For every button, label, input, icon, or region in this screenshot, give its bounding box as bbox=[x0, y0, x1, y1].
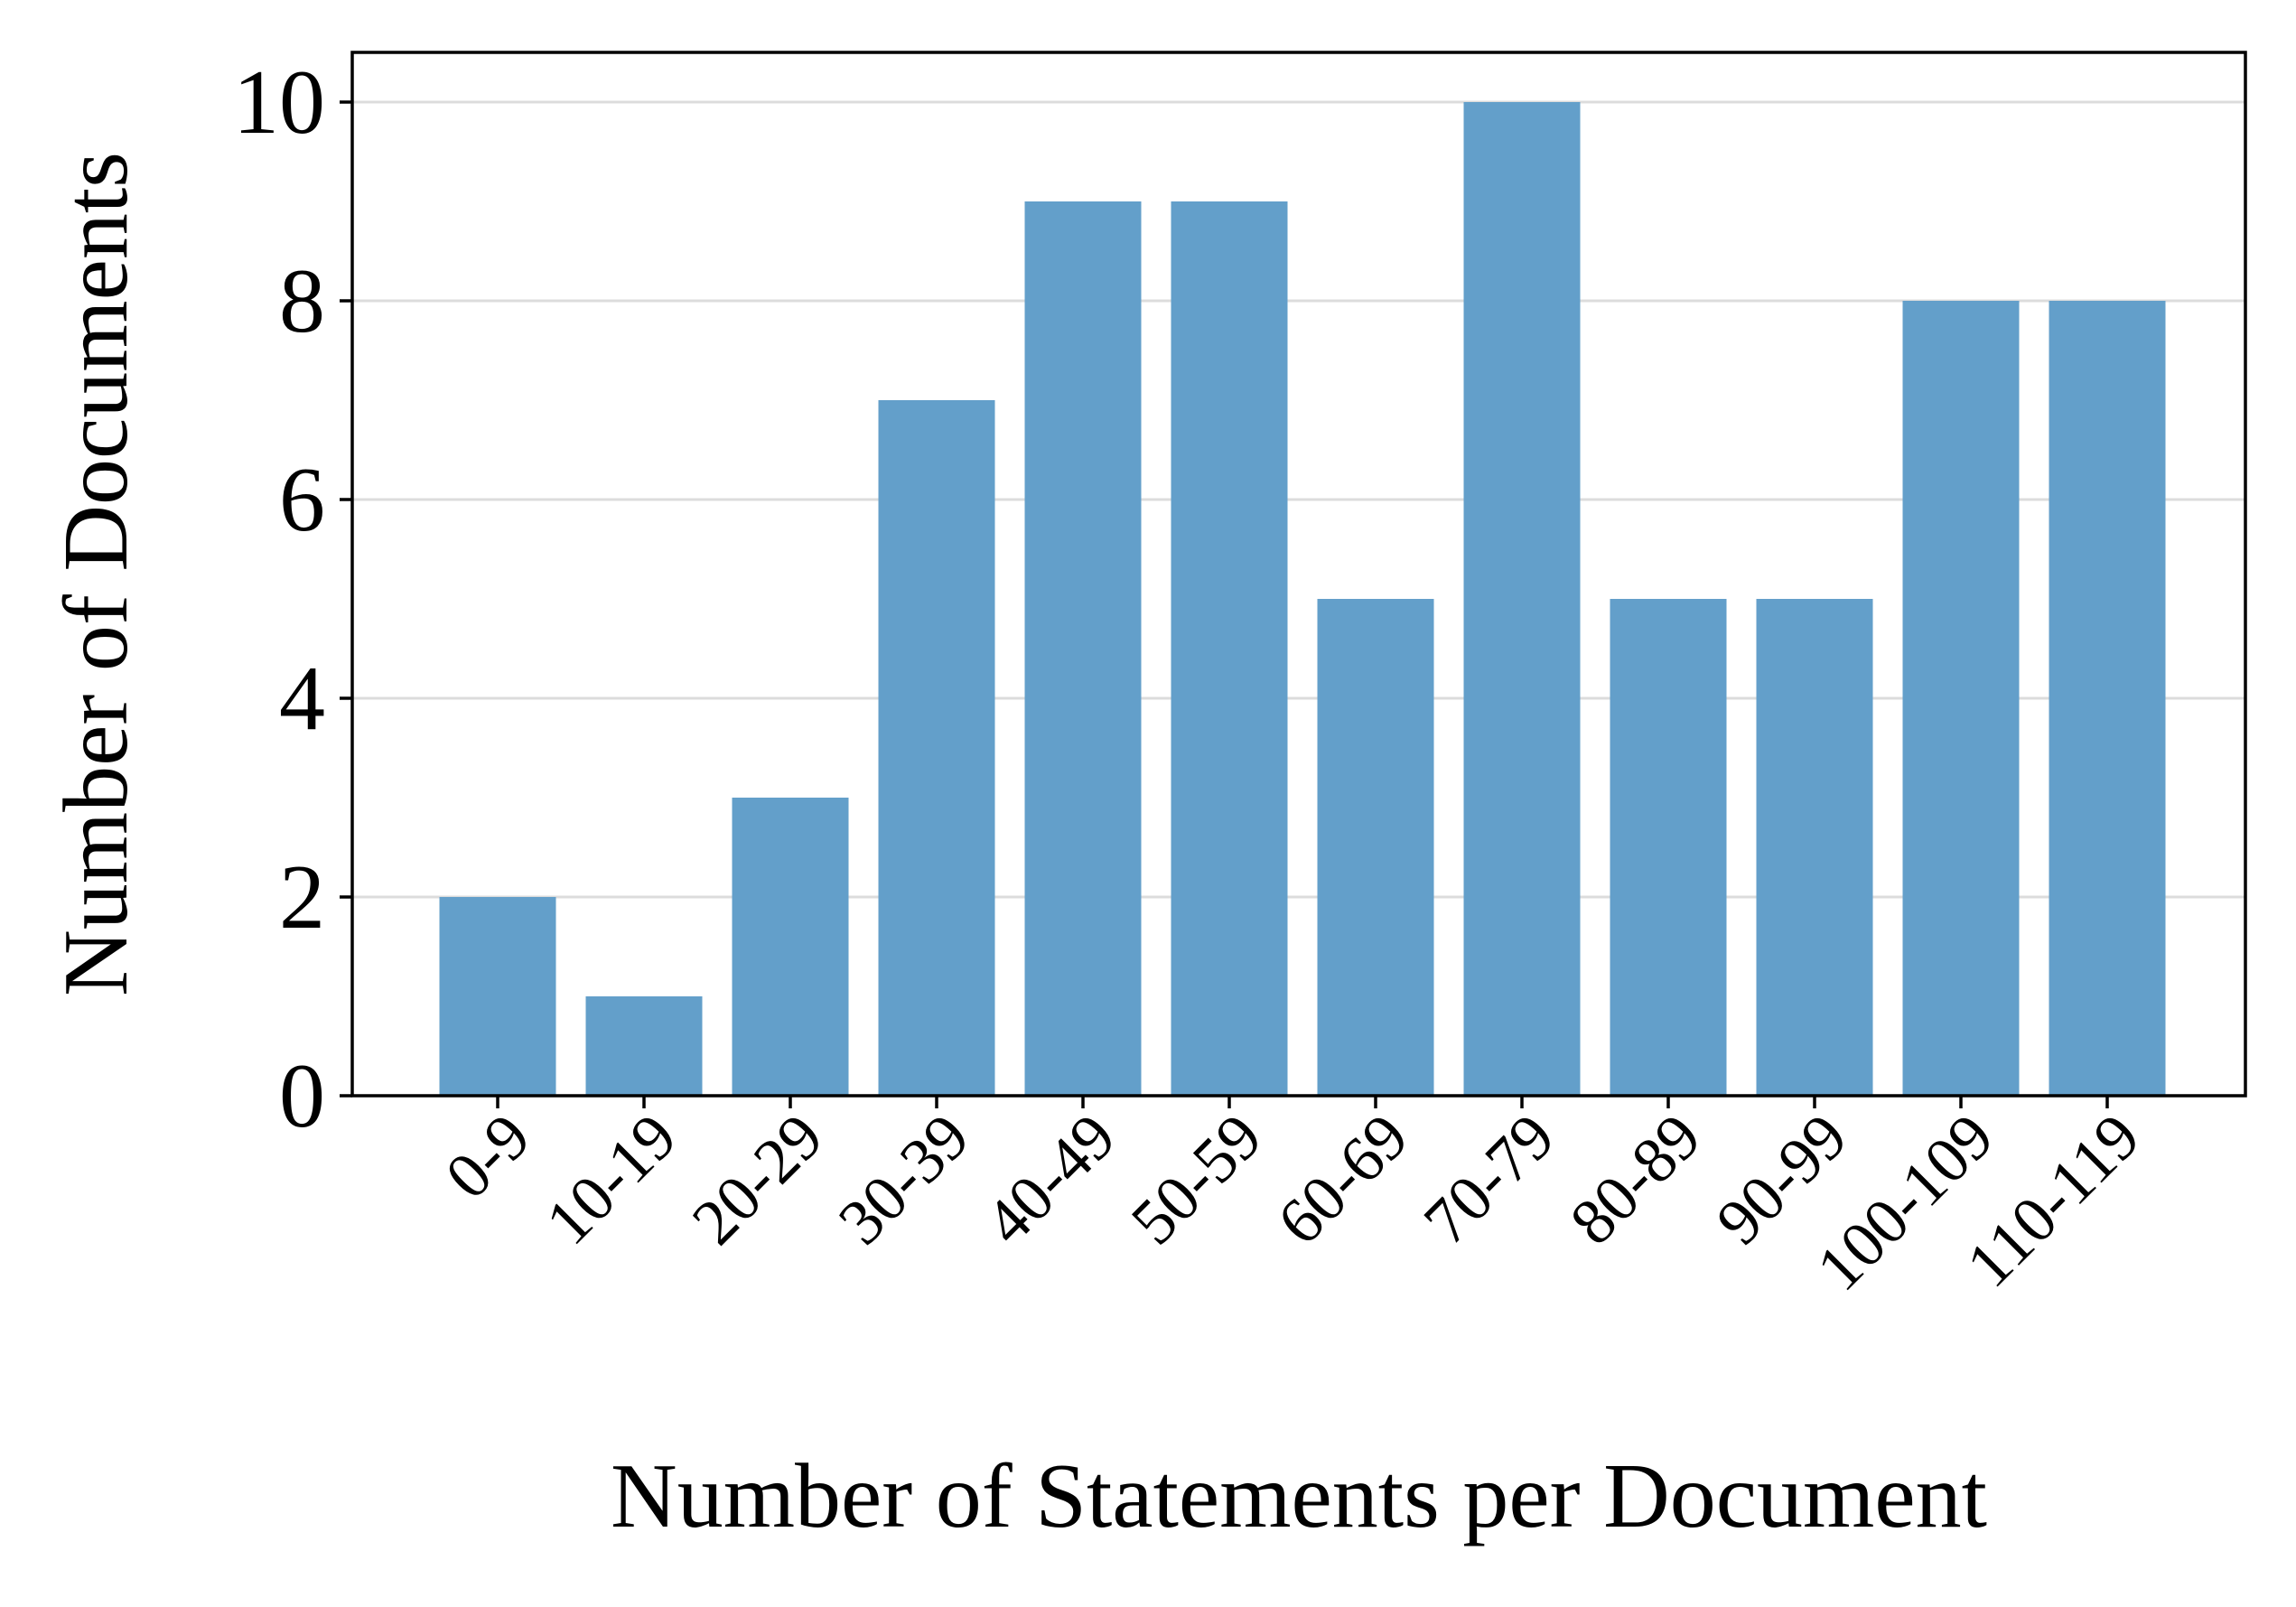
bar-0-9 bbox=[439, 897, 556, 1096]
bar-10-19 bbox=[585, 996, 703, 1096]
bar-20-29 bbox=[732, 798, 849, 1096]
bar-60-69 bbox=[1317, 599, 1434, 1096]
y-axis: 0 2 4 6 8 10 bbox=[233, 51, 352, 1147]
bars bbox=[439, 102, 2166, 1096]
bar-50-59 bbox=[1171, 201, 1288, 1096]
y-tick-label: 6 bbox=[279, 449, 325, 551]
bar-110-119 bbox=[2049, 301, 2166, 1096]
bar-80-89 bbox=[1610, 599, 1727, 1096]
y-tick-label: 4 bbox=[279, 648, 325, 750]
y-tick-label: 10 bbox=[233, 51, 325, 154]
bar-100-109 bbox=[1902, 301, 2020, 1096]
x-axis-label: Number of Statements per Document bbox=[611, 1445, 1987, 1547]
bar-90-99 bbox=[1756, 599, 1873, 1096]
bar-70-79 bbox=[1463, 102, 1581, 1096]
bar-40-49 bbox=[1024, 201, 1142, 1096]
y-axis-label: Number of Documents bbox=[45, 152, 147, 996]
y-tick-label: 2 bbox=[279, 846, 325, 948]
y-tick-label: 0 bbox=[279, 1045, 325, 1147]
plot-frame bbox=[350, 51, 2247, 1098]
bar-30-39 bbox=[878, 400, 995, 1096]
y-tick-label: 8 bbox=[279, 250, 325, 352]
